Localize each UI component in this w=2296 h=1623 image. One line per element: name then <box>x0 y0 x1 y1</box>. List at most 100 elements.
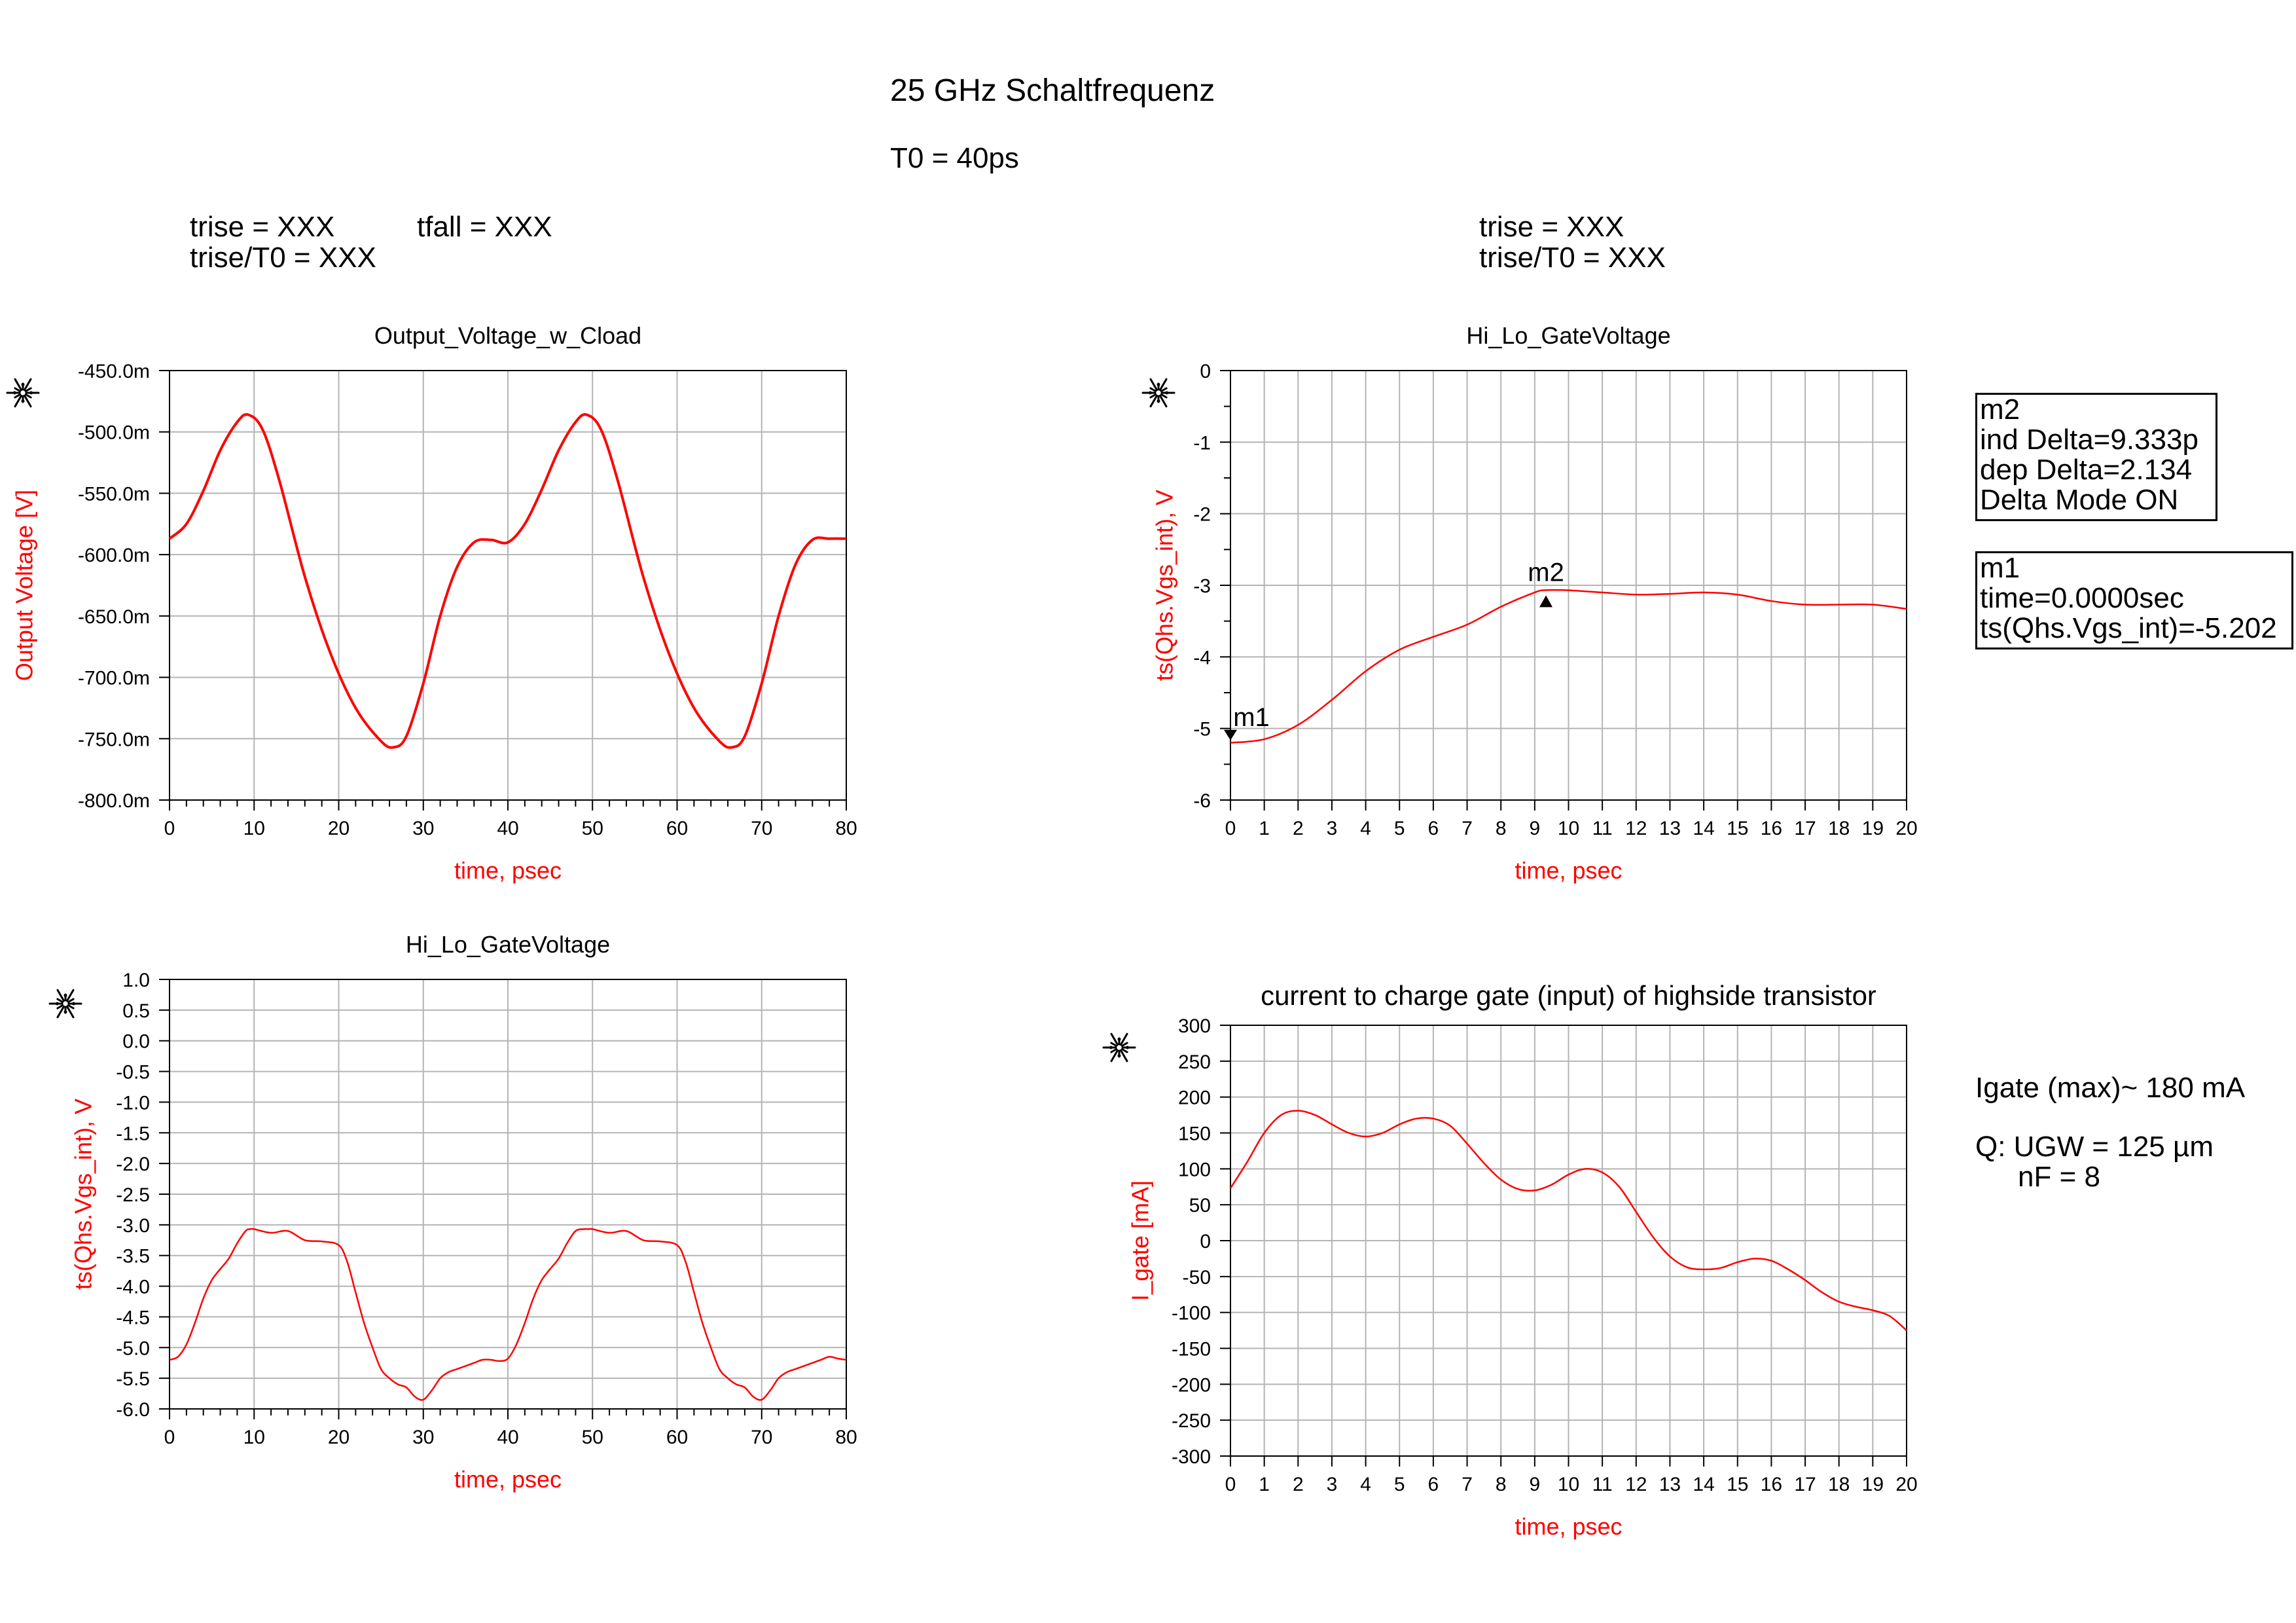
x-tick-label: 20 <box>328 818 350 839</box>
y-tick-label: -2.5 <box>116 1184 150 1206</box>
y-tick-label: -4.5 <box>116 1307 150 1328</box>
x-tick-label: 60 <box>666 1427 688 1448</box>
y-tick-label: 0.0 <box>122 1031 150 1053</box>
left-ratio-label: trise/T0 = XXX <box>190 242 376 274</box>
y-tick-label: -150 <box>1172 1339 1211 1360</box>
y-tick-label: 0 <box>1200 361 1211 382</box>
y-axis-label: ts(Qhs.Vgs_int), V <box>70 1099 97 1290</box>
series-line <box>1229 1110 1907 1332</box>
marker-m1-name: m1 <box>1980 552 2020 584</box>
chart-title: Hi_Lo_GateVoltage <box>406 931 610 958</box>
x-tick-label: 6 <box>1428 1474 1439 1495</box>
x-tick-label: 12 <box>1625 818 1647 839</box>
x-tick-label: 0 <box>1225 1474 1236 1495</box>
y-tick-label: -1 <box>1193 432 1211 454</box>
chart-title: current to charge gate (input) of highsi… <box>1261 980 1876 1011</box>
y-tick-label: -1.0 <box>116 1092 150 1114</box>
marker-label: m2 <box>1528 558 1564 587</box>
x-tick-label: 17 <box>1794 818 1816 839</box>
x-tick-label: 2 <box>1293 1474 1304 1495</box>
chart-output-voltage: 0 10 20 30 40 50 60 70 80 -800.0m -750.0m -700.0m -6… <box>11 322 857 884</box>
series-line <box>168 413 847 749</box>
y-tick-label: -300 <box>1172 1446 1211 1468</box>
y-tick-label: -100 <box>1172 1303 1211 1324</box>
series-line <box>1230 589 1907 744</box>
y-tick-label: -1.5 <box>116 1123 150 1144</box>
y-tick-label: -5.5 <box>116 1368 150 1390</box>
x-tick-label: 50 <box>582 1427 603 1448</box>
nf-note: nF = 8 <box>2018 1161 2100 1193</box>
x-tick-label: 15 <box>1727 818 1748 839</box>
grid <box>170 979 846 1409</box>
y-tick-label: 150 <box>1178 1123 1211 1145</box>
marker-m2-mode: Delta Mode ON <box>1980 484 2179 516</box>
y-tick-label: 1.0 <box>122 970 150 991</box>
x-tick-label: 1 <box>1259 1474 1270 1495</box>
x-tick-label: 5 <box>1394 1474 1405 1495</box>
agilent-starburst-icon[interactable] <box>48 989 82 1019</box>
y-tick-label: -2.0 <box>116 1154 150 1175</box>
marker-m2-dep-delta: dep Delta=2.134 <box>1980 454 2193 486</box>
y-tick-label: -3 <box>1193 575 1211 597</box>
x-axis-label: time, psec <box>454 1466 562 1493</box>
grid <box>1230 1025 1907 1456</box>
x-tick-label: 0 <box>164 1427 175 1448</box>
marker-m2-name: m2 <box>1980 393 2020 426</box>
x-axis-label: time, psec <box>454 857 562 884</box>
marker-m2[interactable]: m2 <box>1528 558 1564 608</box>
marker-m1[interactable]: m1 <box>1224 703 1270 740</box>
x-tick-label: 14 <box>1693 818 1714 839</box>
x-tick-label: 30 <box>412 1427 434 1448</box>
y-axis-label: I_gate [mA] <box>1127 1180 1154 1301</box>
x-tick-label: 0 <box>164 818 175 839</box>
page-title: 25 GHz Schaltfrequenz <box>890 73 1215 108</box>
agilent-starburst-icon[interactable] <box>1141 378 1175 408</box>
chart-title: Output_Voltage_w_Cload <box>374 322 641 349</box>
x-tick-label: 11 <box>1592 818 1613 839</box>
y-tick-label: -0.5 <box>116 1062 150 1084</box>
marker-m2-readout[interactable]: m2 ind Delta=9.333p dep Delta=2.134 Delt… <box>1975 393 2217 521</box>
x-tick-label: 40 <box>497 818 518 839</box>
ugw-note: Q: UGW = 125 µm <box>1975 1131 2214 1163</box>
x-axis-label: time, psec <box>1515 857 1622 884</box>
marker-triangle <box>1539 595 1553 608</box>
right-ratio-label: trise/T0 = XXX <box>1479 242 1666 274</box>
y-tick-label: -500.0m <box>78 422 150 444</box>
x-tick-label: 10 <box>243 1427 265 1448</box>
x-tick-label: 13 <box>1659 818 1681 839</box>
y-tick-label: -3.0 <box>116 1215 150 1237</box>
right-trise-label: trise = XXX <box>1479 211 1624 243</box>
x-tick-label: 6 <box>1428 818 1439 839</box>
y-tick-label: 300 <box>1178 1015 1211 1037</box>
x-tick-label: 10 <box>1558 818 1579 839</box>
x-tick-label: 1 <box>1259 818 1270 839</box>
x-tick-label: 18 <box>1828 818 1850 839</box>
x-tick-label: 16 <box>1761 818 1782 839</box>
page-subtitle: T0 = 40ps <box>890 142 1019 174</box>
x-tick-label: 20 <box>1895 1474 1917 1495</box>
x-tick-label: 19 <box>1862 1474 1884 1495</box>
marker-label: m1 <box>1233 703 1270 732</box>
x-tick-label: 8 <box>1496 1474 1507 1495</box>
marker-m1-readout[interactable]: m1 time=0.0000sec ts(Qhs.Vgs_int)=-5.202 <box>1975 551 2293 649</box>
x-tick-label: 20 <box>1895 818 1917 839</box>
agilent-starburst-icon[interactable] <box>1102 1032 1136 1063</box>
y-tick-label: -50 <box>1183 1267 1211 1288</box>
left-tfall-label: tfall = XXX <box>417 211 552 243</box>
x-tick-label: 10 <box>243 818 265 839</box>
left-trise-label: trise = XXX <box>190 211 335 243</box>
y-tick-label: 0 <box>1200 1231 1211 1252</box>
x-tick-label: 14 <box>1693 1474 1714 1495</box>
x-tick-label: 40 <box>497 1427 518 1448</box>
y-tick-label: -600.0m <box>78 545 150 566</box>
y-tick-label: -800.0m <box>78 790 150 812</box>
x-tick-label: 15 <box>1727 1474 1748 1495</box>
marker-triangle <box>1224 729 1237 740</box>
y-tick-label: 0.5 <box>122 1000 150 1022</box>
x-tick-label: 80 <box>835 1427 857 1448</box>
agilent-starburst-icon[interactable] <box>6 378 40 408</box>
x-tick-label: 9 <box>1530 1474 1541 1495</box>
y-tick-label: -4.0 <box>116 1277 150 1298</box>
y-tick-label: 100 <box>1178 1159 1211 1180</box>
x-tick-label: 4 <box>1360 1474 1371 1495</box>
